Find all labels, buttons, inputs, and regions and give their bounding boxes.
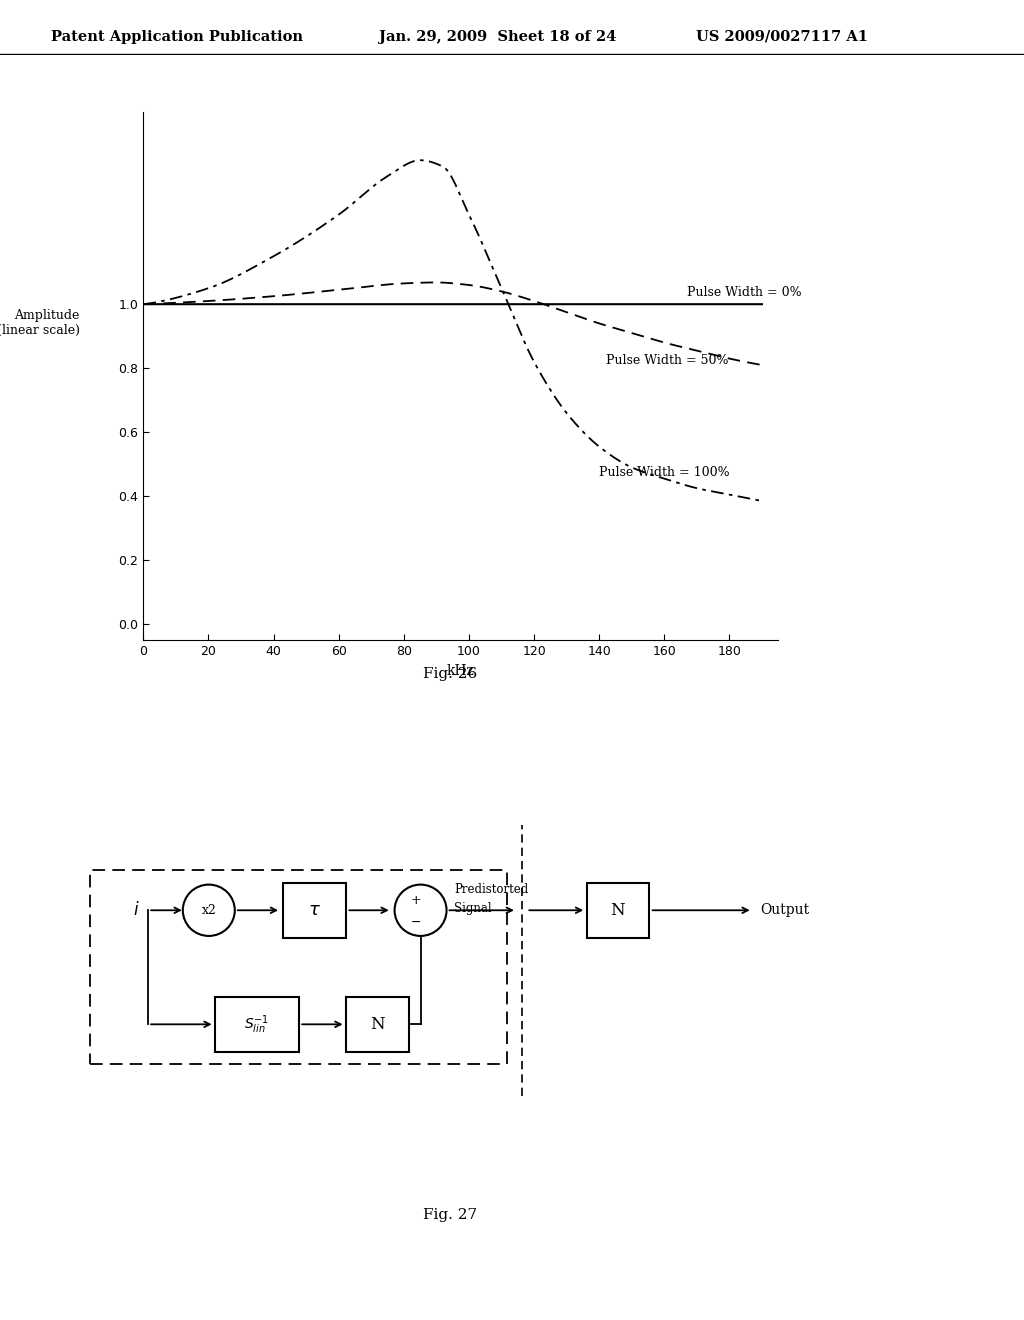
Text: $-$: $-$ (411, 915, 421, 928)
Text: Fig. 26: Fig. 26 (424, 667, 477, 681)
Text: Output: Output (761, 903, 809, 917)
Text: N: N (370, 1016, 385, 1032)
Text: Pulse Width = 0%: Pulse Width = 0% (687, 286, 802, 300)
Text: $\tau$: $\tau$ (308, 902, 322, 919)
Y-axis label: Amplitude
(linear scale): Amplitude (linear scale) (0, 309, 80, 338)
Text: x2: x2 (202, 904, 216, 917)
X-axis label: kHz: kHz (446, 664, 475, 677)
Bar (284, 883, 346, 937)
Bar (587, 883, 649, 937)
Text: Signal: Signal (455, 902, 492, 915)
Text: Fig. 27: Fig. 27 (424, 1208, 477, 1222)
Text: Predistorted: Predistorted (455, 883, 528, 896)
Text: N: N (610, 902, 626, 919)
Bar (215, 997, 299, 1052)
Bar (346, 997, 409, 1052)
Text: Pulse Width = 100%: Pulse Width = 100% (599, 466, 730, 479)
Text: Pulse Width = 50%: Pulse Width = 50% (605, 354, 728, 367)
Bar (90, 870, 507, 1064)
Text: $i$: $i$ (133, 902, 140, 919)
Text: Patent Application Publication: Patent Application Publication (51, 30, 303, 44)
Text: +: + (411, 894, 421, 907)
Text: $S_{lin}^{-1}$: $S_{lin}^{-1}$ (245, 1012, 269, 1036)
Text: US 2009/0027117 A1: US 2009/0027117 A1 (696, 30, 868, 44)
Text: Jan. 29, 2009  Sheet 18 of 24: Jan. 29, 2009 Sheet 18 of 24 (379, 30, 616, 44)
